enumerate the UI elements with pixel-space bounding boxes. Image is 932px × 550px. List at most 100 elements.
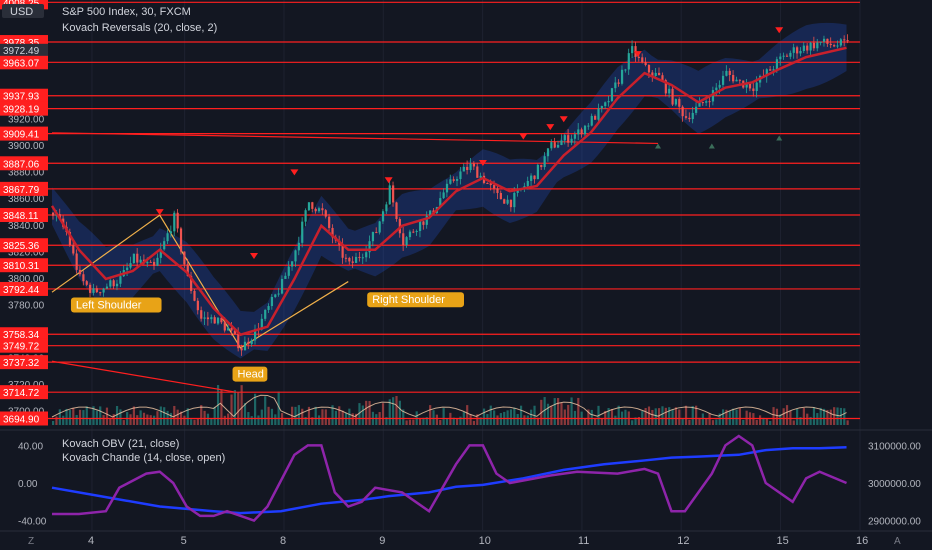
volume-bar	[513, 407, 516, 425]
candle-body	[105, 286, 109, 289]
level-label-bg-15	[0, 385, 48, 400]
candle-body	[695, 106, 698, 113]
candle-body	[385, 204, 388, 212]
volume-bar	[183, 415, 186, 425]
volume-bar	[459, 416, 462, 425]
volume-bar	[445, 418, 449, 425]
volume-bar	[691, 405, 694, 425]
candle-body	[782, 55, 785, 57]
candle-body	[442, 192, 445, 199]
date-tick-6: 12	[677, 535, 689, 547]
date-tick-8: 16	[856, 535, 868, 547]
volume-bar	[472, 420, 476, 425]
volume-bar	[412, 419, 415, 425]
volume-bar	[206, 413, 210, 425]
candle-body	[146, 261, 149, 264]
volume-bar	[486, 414, 489, 425]
volume-bar	[759, 415, 762, 425]
date-tick-4: 10	[479, 535, 491, 547]
candle-body	[516, 189, 519, 193]
annotation-layer: Left Shoulder Head Right Shoulder	[70, 292, 464, 382]
candle-body	[78, 269, 82, 275]
volume-bar	[519, 405, 523, 425]
auto-scale-icon[interactable]: A	[894, 536, 901, 547]
volume-bar	[418, 417, 422, 425]
level-label-bg-3	[0, 88, 48, 103]
candle-body	[785, 55, 789, 57]
volume-bar	[634, 417, 637, 425]
volume-bar	[496, 415, 499, 425]
candle-body	[250, 340, 253, 345]
chande-line	[52, 434, 848, 523]
volume-bar	[536, 417, 539, 425]
candle-body	[203, 317, 206, 319]
volume-bar	[506, 410, 509, 425]
volume-bar	[52, 420, 55, 425]
price-tick-7: 3840.00	[8, 221, 45, 232]
osc-right-tick-2: 2900000.00	[868, 517, 921, 528]
volume-bar	[661, 406, 664, 425]
volume-bar	[782, 408, 785, 425]
currency-badge[interactable]	[2, 4, 44, 18]
candle-body	[139, 259, 142, 263]
candle-body	[476, 166, 479, 178]
volume-bar	[328, 417, 331, 425]
candle-body	[52, 212, 55, 216]
volume-bar	[213, 406, 216, 425]
candle-body	[213, 317, 216, 324]
candle-body	[365, 252, 368, 258]
candle-body	[190, 275, 193, 291]
candle-body	[321, 208, 324, 211]
volume-bar	[75, 415, 78, 425]
currency-label[interactable]: USD	[10, 6, 33, 18]
candle-body	[799, 50, 802, 54]
volume-bar	[799, 417, 802, 425]
reversal-up-marker-0	[655, 143, 661, 149]
volume-bar	[479, 417, 482, 425]
candle-body	[846, 40, 849, 42]
price-tick-6: 3820.00	[8, 247, 45, 258]
volume-bar	[553, 398, 556, 425]
volume-bar	[526, 415, 529, 425]
date-tick-5: 11	[578, 535, 589, 547]
candle-body	[698, 102, 701, 107]
volume-bar	[176, 409, 179, 425]
candle-body	[85, 281, 88, 285]
candle-body	[658, 72, 661, 76]
volume-bar	[439, 420, 442, 425]
volume-bar	[55, 416, 58, 425]
price-tick-8: 3860.00	[8, 194, 45, 205]
volume-bar	[755, 419, 758, 425]
candle-body	[75, 253, 78, 270]
volume-bar	[735, 409, 738, 425]
candle-body	[789, 52, 792, 57]
reversal-down-marker-7	[559, 116, 568, 123]
volume-bar	[102, 415, 105, 425]
candle-body	[210, 317, 213, 320]
volume-bar	[139, 410, 142, 425]
candle-body	[819, 41, 822, 43]
volume-bar	[792, 420, 795, 425]
candle-body	[237, 333, 240, 349]
volume-bar	[331, 405, 334, 425]
price-tick-10: 3900.00	[8, 141, 45, 152]
annotation-label-0: Left Shoulder	[76, 300, 142, 312]
candle-body	[715, 87, 718, 91]
candle-body	[836, 45, 839, 47]
logo-z-icon[interactable]: Z	[28, 536, 34, 547]
volume-bar	[631, 420, 634, 425]
osc-left-tick-0: 40.00	[18, 441, 43, 452]
candle-body	[755, 82, 758, 91]
volume-bar	[482, 408, 486, 425]
candle-body	[361, 257, 364, 259]
candle-body	[661, 75, 664, 81]
candle-body	[169, 231, 173, 234]
candle-body	[375, 231, 378, 233]
volume-bar	[324, 409, 327, 425]
candle-body	[156, 257, 159, 266]
candle-body	[651, 72, 654, 77]
candle-body	[466, 166, 469, 171]
candle-body	[368, 241, 371, 253]
date-tick-2: 8	[280, 535, 286, 547]
volume-bar	[725, 409, 728, 425]
